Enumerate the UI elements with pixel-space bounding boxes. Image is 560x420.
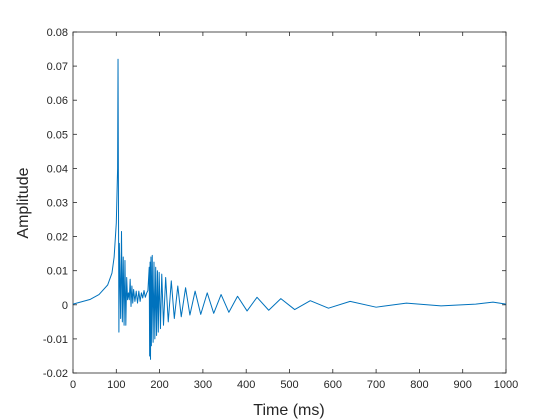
y-axis-label: Amplitude (15, 167, 32, 238)
y-tick-label: 0.03 (47, 198, 68, 210)
y-tick-label: 0.08 (47, 27, 68, 39)
y-tick-label: 0.02 (47, 232, 68, 244)
y-tick-label: 0.07 (47, 61, 68, 73)
x-tick-label: 800 (410, 379, 428, 391)
axes-box (72, 31, 507, 374)
x-tick-label: 0 (70, 379, 76, 391)
x-tick-label: 500 (280, 379, 298, 391)
x-tick-label: 1000 (494, 379, 518, 391)
y-tick-label: 0.05 (47, 129, 68, 141)
x-tick-label: 300 (194, 379, 212, 391)
y-tick-label: 0.01 (47, 266, 68, 278)
series-line (72, 58, 507, 360)
y-tick-label: -0.01 (43, 334, 68, 346)
x-tick-label: 100 (107, 379, 125, 391)
plot-area-frame (72, 31, 507, 374)
y-tick-label: 0.06 (47, 95, 68, 107)
x-axis-ticks: 0 100 200 300 400 500 600 700 800 900 1000 (70, 32, 518, 391)
x-tick-label: 600 (324, 379, 342, 391)
x-tick-label: 900 (454, 379, 472, 391)
x-tick-label: 400 (237, 379, 255, 391)
y-tick-label: 0 (62, 300, 68, 312)
x-tick-label: 200 (150, 379, 168, 391)
y-tick-label: 0.04 (47, 163, 68, 175)
x-axis-label: Time (ms) (253, 402, 324, 419)
plot-series (72, 58, 507, 360)
y-axis-ticks: -0.02 -0.01 0 0.01 0.02 0.03 0.04 0.05 0.06 0.07 0… (43, 27, 506, 380)
y-tick-label: -0.02 (43, 368, 68, 380)
x-tick-label: 700 (367, 379, 385, 391)
